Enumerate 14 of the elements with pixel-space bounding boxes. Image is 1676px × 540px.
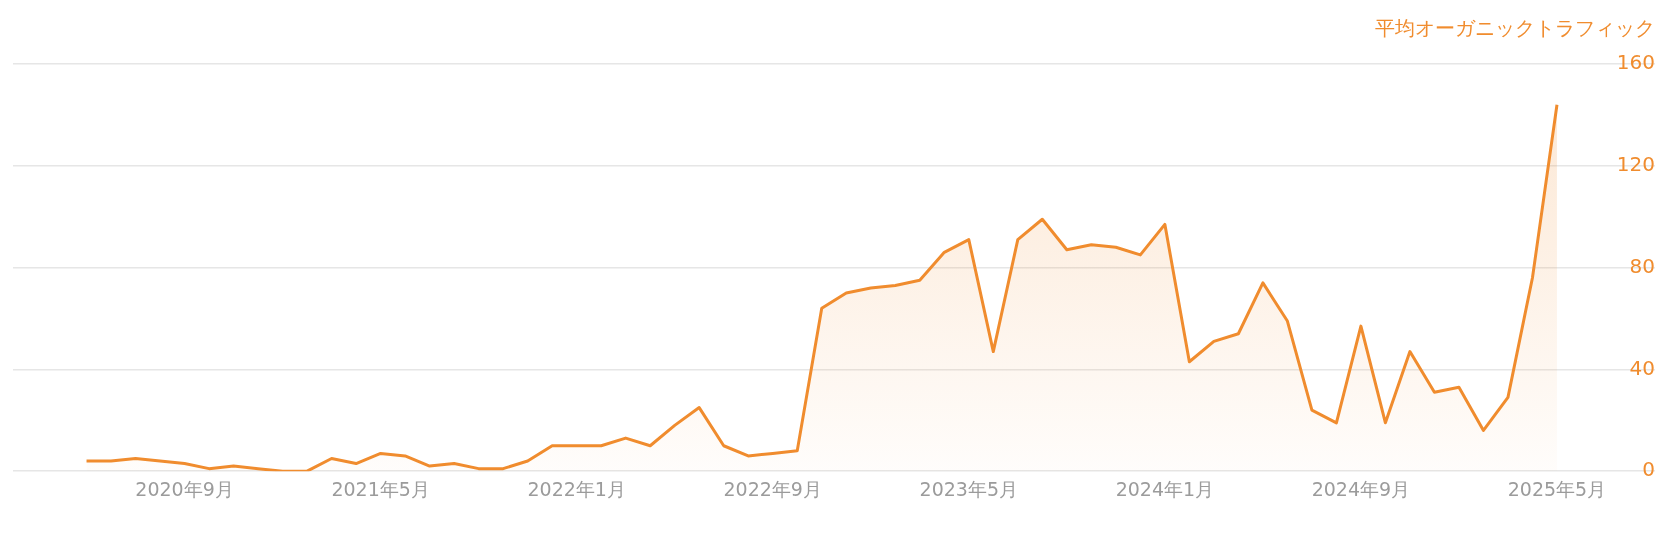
x-tick-label: 2021年5月 <box>331 477 430 500</box>
x-tick-label: 2024年1月 <box>1115 477 1215 500</box>
x-tick-label: 2024年9月 <box>1311 477 1411 500</box>
y-tick-label: 160 <box>1616 50 1655 75</box>
y-tick-label: 0 <box>1642 457 1655 482</box>
x-tick-label: 2025年5月 <box>1507 477 1607 500</box>
x-tick-label: 2020年9月 <box>135 477 234 500</box>
y-tick-label: 80 <box>1629 253 1655 278</box>
y-tick-label: 40 <box>1629 355 1655 380</box>
x-tick-label: 2022年1月 <box>527 477 626 500</box>
x-tick-label: 2022年9月 <box>723 477 822 500</box>
y-axis-title: 平均オーガニックトラフィック <box>1375 16 1655 41</box>
y-tick-label: 120 <box>1616 152 1655 176</box>
x-tick-label: 2023年5月 <box>919 477 1019 500</box>
